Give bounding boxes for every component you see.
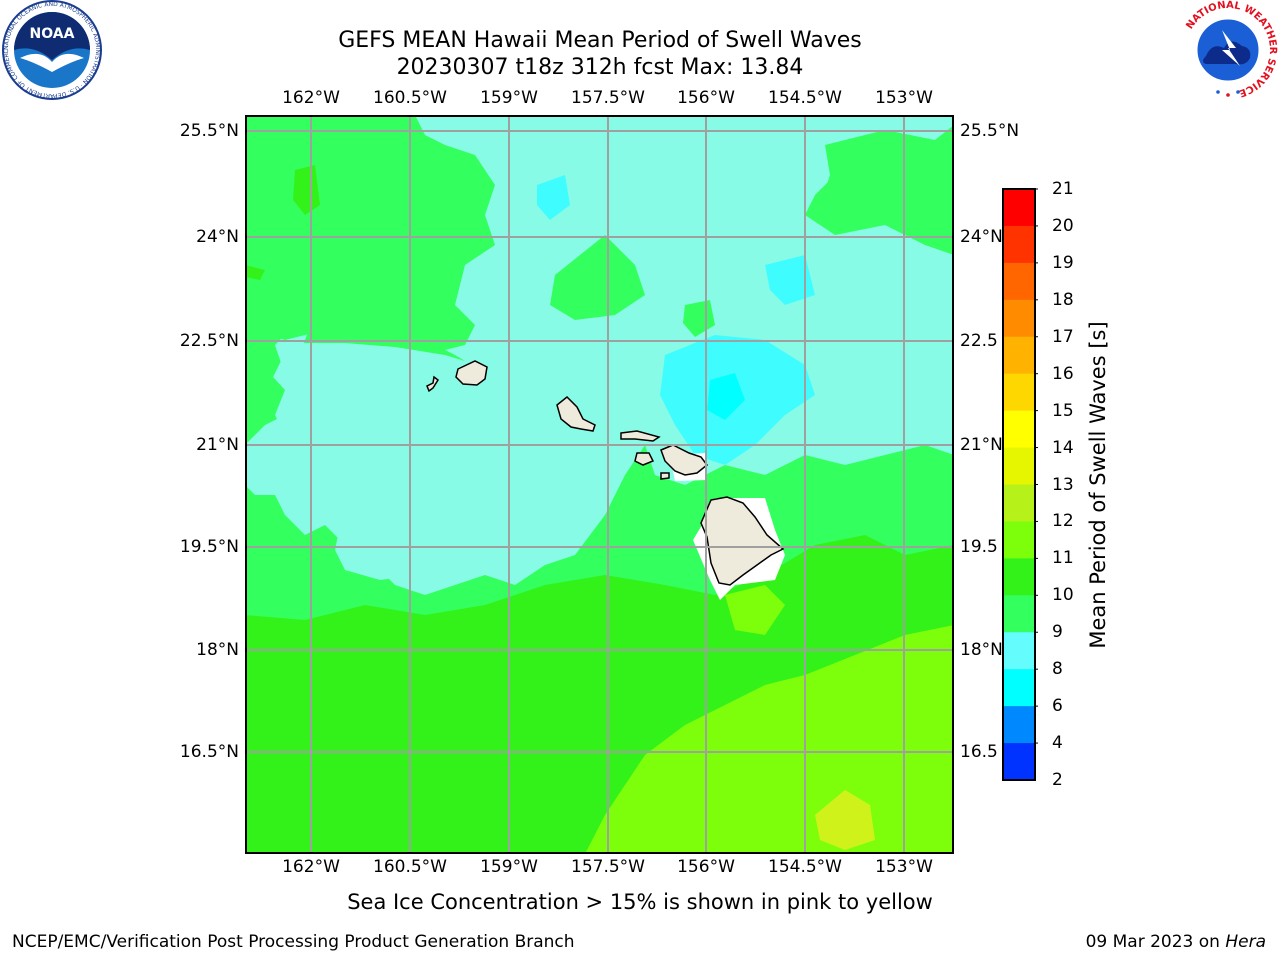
lat-tick-right: 24°N — [960, 227, 1003, 247]
map-frame — [245, 115, 954, 854]
noaa-logo: NATIONAL OCEANIC AND ATMOSPHERIC ADMINIS… — [0, 0, 102, 100]
lon-tick-top: 159°W — [480, 88, 538, 108]
lon-tick-top: 156°W — [677, 88, 735, 108]
colorbar-segment — [1003, 299, 1035, 338]
colorbar-title: Mean Period of Swell Waves [s] — [1086, 321, 1110, 649]
field-13-14 — [815, 790, 875, 850]
map-title: GEFS MEAN Hawaii Mean Period of Swell Wa… — [338, 28, 862, 53]
colorbar-tick-label: 16 — [1052, 363, 1074, 384]
colorbar-tick-label: 9 — [1052, 622, 1063, 643]
lon-tick-top: 160.5°W — [373, 88, 447, 108]
lat-tick-right: 25.5°N — [960, 121, 1020, 141]
lon-tick-bottom: 154.5°W — [768, 857, 842, 877]
lat-tick-right: 21°N — [960, 435, 1003, 455]
colorbar-tick-label: 20 — [1052, 215, 1074, 236]
colorbar-tick-label: 12 — [1052, 511, 1074, 532]
colorbar-segment — [1003, 447, 1035, 485]
colorbar-segment — [1003, 632, 1035, 670]
lon-tick-bottom: 162°W — [282, 857, 340, 877]
colorbar-tick-label: 19 — [1052, 252, 1074, 273]
colorbar-tick-label: 8 — [1052, 659, 1063, 680]
lat-tick-right: 16.5 — [960, 742, 998, 762]
field-8-9-ne — [765, 255, 815, 305]
colorbar-segment — [1003, 669, 1035, 707]
island-hawaii — [700, 496, 785, 586]
sea-ice-caption: Sea Ice Concentration > 15% is shown in … — [347, 890, 933, 914]
colorbar-segment — [1003, 558, 1035, 596]
colorbar-segment — [1003, 262, 1035, 301]
colorbar-segment — [1003, 706, 1035, 744]
lat-tick-left: 19.5°N — [179, 537, 239, 557]
lon-tick-bottom: 156°W — [677, 857, 735, 877]
field-10-11-mid — [550, 235, 645, 320]
lat-tick-left: 22.5°N — [179, 331, 239, 351]
colorbar-tick-label: 15 — [1052, 400, 1074, 421]
colorbar-segment — [1003, 189, 1035, 227]
colorbar-segment — [1003, 336, 1035, 375]
lon-tick-top: 153°W — [875, 88, 933, 108]
island-niihau — [426, 375, 440, 393]
lat-tick-right: 18°N — [960, 640, 1003, 660]
generation-date: 09 Mar 2023 on Hera — [1086, 932, 1266, 952]
colorbar-tick-label: 18 — [1052, 289, 1074, 310]
colorbar-tick-label: 4 — [1052, 733, 1063, 754]
producer-credit: NCEP/EMC/Verification Post Processing Pr… — [12, 932, 575, 952]
field-12-13 — [585, 625, 954, 854]
colorbar-tick-label: 14 — [1052, 437, 1074, 458]
colorbar-frame — [1002, 188, 1036, 781]
island-kahoolawe — [660, 472, 670, 480]
colorbar-tick-label: 11 — [1052, 548, 1074, 569]
field-10-11-north — [245, 115, 495, 350]
colorbar-tick-label: 6 — [1052, 696, 1063, 717]
date-text: 09 Mar 2023 on — [1085, 932, 1226, 952]
island-oahu — [556, 395, 596, 432]
lat-tick-left: 25.5°N — [179, 121, 239, 141]
noaa-label: NOAA — [30, 26, 75, 42]
island-lanai — [634, 452, 655, 466]
colorbar-tick-label: 13 — [1052, 474, 1074, 495]
field-8-9-north — [537, 175, 570, 220]
map-subtitle: 20230307 t18z 312h fcst Max: 13.84 — [396, 55, 804, 80]
swell-period-map — [245, 115, 954, 854]
colorbar-segment — [1003, 410, 1035, 449]
field-11-12-nw — [293, 165, 320, 215]
lon-tick-bottom: 159°W — [480, 857, 538, 877]
lat-tick-left: 18°N — [196, 640, 239, 660]
lat-tick-left: 21°N — [196, 435, 239, 455]
colorbar-segment — [1003, 225, 1035, 264]
lat-tick-left: 16.5°N — [179, 742, 239, 762]
map-gridlines — [245, 115, 954, 854]
colorbar-tick-label: 10 — [1052, 585, 1074, 606]
lat-tick-right: 22.5 — [960, 331, 998, 351]
colorbar-tick-label: 2 — [1052, 770, 1063, 790]
nws-logo: NATIONAL WEATHER SERVICE — [1179, 0, 1278, 99]
island-molokai — [620, 430, 661, 442]
lon-tick-bottom: 157.5°W — [571, 857, 645, 877]
colorbar-segment — [1003, 521, 1035, 559]
colorbar-tick-label: 21 — [1052, 179, 1074, 199]
host-name: Hera — [1225, 932, 1266, 952]
field-10-11-ne — [820, 125, 954, 235]
lon-tick-bottom: 160.5°W — [373, 857, 447, 877]
field-7-8 — [707, 373, 745, 420]
lon-tick-top: 154.5°W — [768, 88, 842, 108]
lon-tick-top: 157.5°W — [571, 88, 645, 108]
lon-tick-top: 162°W — [282, 88, 340, 108]
colorbar-segment — [1003, 373, 1035, 412]
lon-tick-bottom: 153°W — [875, 857, 933, 877]
colorbar — [1002, 188, 1038, 781]
field-11-12-w — [245, 265, 265, 280]
field-12-13-mid — [725, 585, 785, 635]
lat-tick-right: 19.5 — [960, 537, 998, 557]
lat-tick-left: 24°N — [196, 227, 239, 247]
island-maui — [660, 444, 709, 476]
colorbar-segment — [1003, 484, 1035, 522]
island-kauai — [455, 360, 488, 386]
colorbar-segment — [1003, 595, 1035, 633]
colorbar-tick-label: 17 — [1052, 326, 1074, 347]
colorbar-segment — [1003, 743, 1035, 781]
